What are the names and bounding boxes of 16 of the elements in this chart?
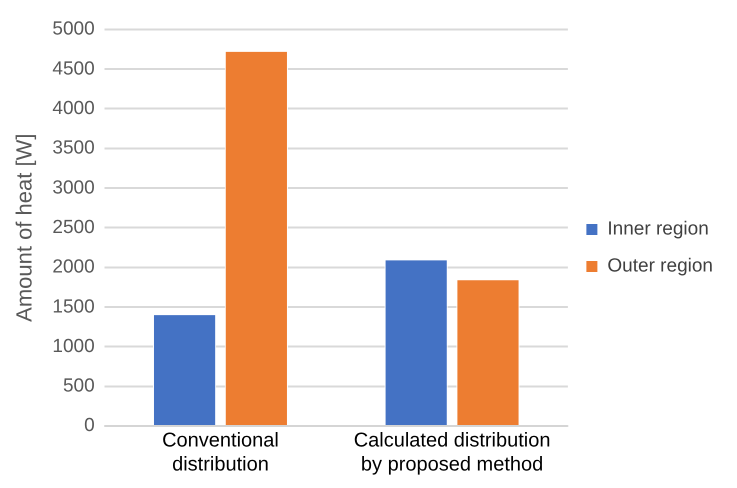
y-tick-label: 3000 xyxy=(52,177,95,198)
y-tick-label: 5000 xyxy=(52,18,95,40)
y-axis-title: Amount of heat [W] xyxy=(11,134,36,322)
legend-label: Outer region xyxy=(607,256,714,277)
y-tick-label: 2500 xyxy=(52,216,95,238)
y-tick-label: 4000 xyxy=(52,98,95,119)
y-tick-label: 1000 xyxy=(52,336,95,357)
y-tick-label: 2000 xyxy=(52,256,95,278)
legend-label: Inner region xyxy=(607,218,709,240)
y-tick-label: 4500 xyxy=(52,58,95,80)
x-tick-label: Calculated distribution by proposed method xyxy=(354,430,550,476)
y-tick-label: 1500 xyxy=(52,296,95,318)
y-tick-label: 500 xyxy=(62,376,95,397)
y-tick-label: 3500 xyxy=(52,138,95,159)
y-tick-label: 0 xyxy=(84,415,95,436)
x-tick-label: Conventional distribution xyxy=(162,430,279,476)
